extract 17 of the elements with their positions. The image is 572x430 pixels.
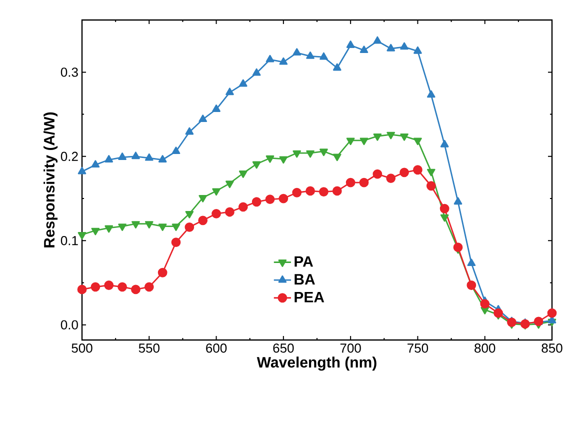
y-tick-label: 0.2 (60, 152, 78, 162)
x-tick-label: 750 (408, 344, 428, 353)
x-tick-label: 800 (474, 344, 496, 353)
x-tick-label: 650 (273, 344, 294, 353)
x-tick-label: 600 (206, 344, 227, 353)
y-axis-title: Responsivity (A/W) (44, 112, 58, 248)
x-tick-label: 550 (138, 344, 160, 353)
y-tick-label: 0.3 (60, 68, 78, 77)
legend-label: PA (294, 256, 313, 267)
y-tick-label: 0.0 (60, 320, 78, 330)
x-tick-label: 500 (72, 344, 92, 353)
x-axis-title: Wavelength (nm) (256, 356, 376, 371)
legend-label: BA (294, 274, 315, 284)
x-tick-label: 850 (542, 344, 562, 353)
legend-label: PEA (294, 292, 324, 302)
x-tick-label: 700 (340, 344, 361, 353)
y-tick-label: 0.1 (60, 236, 78, 246)
